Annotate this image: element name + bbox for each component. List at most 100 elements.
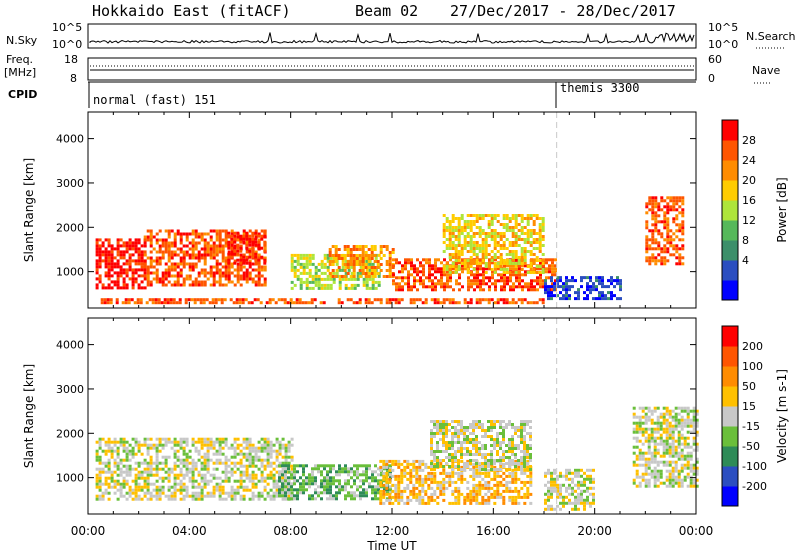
heatmap-cell — [562, 285, 565, 289]
heatmap-cell — [203, 262, 207, 266]
heatmap-cell — [500, 285, 503, 289]
heatmap-cell — [523, 262, 527, 265]
heatmap-cell — [248, 261, 252, 265]
heatmap-cell — [472, 483, 476, 487]
heatmap-cell — [487, 465, 490, 468]
heatmap-cell — [467, 276, 470, 280]
heatmap-cell — [466, 214, 470, 217]
heatmap-cell — [526, 432, 529, 435]
heatmap-cell — [352, 257, 356, 260]
heatmap-cell — [421, 477, 425, 481]
heatmap-cell — [299, 256, 303, 260]
heatmap-cell — [266, 443, 270, 447]
heatmap-cell — [520, 429, 523, 432]
heatmap-cell — [490, 492, 494, 496]
heatmap-cell — [152, 259, 156, 263]
heatmap-cell — [508, 495, 512, 499]
heatmap-cell — [675, 250, 679, 254]
heatmap-cell — [632, 478, 636, 482]
heatmap-cell — [275, 455, 279, 459]
heatmap-cell — [229, 298, 233, 302]
heatmap-cell — [419, 282, 422, 286]
heatmap-cell — [167, 440, 171, 444]
heatmap-cell — [254, 485, 258, 489]
heatmap-cell — [506, 279, 509, 283]
heatmap-cell — [419, 279, 422, 283]
heatmap-cell — [530, 282, 533, 286]
heatmap-cell — [182, 476, 186, 480]
date-range: 27/Dec/2017 - 28/Dec/2017 — [450, 2, 676, 20]
heatmap-cell — [544, 279, 547, 283]
heatmap-cell — [164, 440, 168, 444]
heatmap-cell — [355, 263, 359, 266]
heatmap-cell — [125, 241, 129, 245]
heatmap-cell — [659, 454, 663, 458]
heatmap-cell — [191, 268, 195, 272]
heatmap-cell — [101, 497, 105, 501]
heatmap-cell — [460, 217, 464, 220]
heatmap-cell — [227, 470, 231, 474]
heatmap-cell — [493, 244, 497, 247]
heatmap-cell — [463, 495, 467, 499]
heatmap-cell — [532, 301, 536, 305]
heatmap-cell — [251, 231, 255, 235]
heatmap-cell — [635, 427, 639, 431]
heatmap-cell — [143, 259, 147, 263]
heatmap-cell — [275, 479, 279, 483]
heatmap-cell — [475, 489, 479, 493]
heatmap-cell — [155, 259, 159, 263]
heatmap-cell — [212, 280, 216, 284]
heatmap-cell — [233, 491, 237, 495]
heatmap-cell — [466, 262, 470, 265]
heatmap-cell — [338, 467, 341, 471]
heatmap-cell — [469, 250, 473, 253]
heatmap-cell — [472, 223, 476, 226]
heatmap-cell — [326, 286, 330, 290]
heatmap-cell — [163, 298, 167, 302]
heatmap-cell — [302, 262, 306, 266]
heatmap-cell — [212, 229, 216, 233]
heatmap-cell — [505, 456, 508, 459]
heatmap-cell — [122, 277, 126, 281]
heatmap-cell — [391, 468, 395, 472]
heatmap-cell — [526, 220, 530, 223]
heatmap-cell — [125, 250, 129, 254]
heatmap-cell — [496, 265, 500, 268]
heatmap-cell — [233, 240, 237, 244]
heatmap-cell — [491, 270, 494, 274]
heatmap-cell — [488, 258, 491, 262]
heatmap-cell — [502, 241, 506, 244]
heatmap-cell — [436, 486, 440, 490]
heatmap-cell — [654, 256, 658, 260]
heatmap-cell — [443, 258, 446, 262]
heatmap-cell — [454, 420, 457, 423]
heatmap-cell — [263, 467, 267, 471]
heatmap-cell — [490, 232, 494, 235]
heatmap-cell — [442, 268, 446, 271]
heatmap-cell — [338, 470, 341, 474]
heatmap-cell — [227, 476, 231, 480]
heatmap-cell — [302, 485, 305, 489]
heatmap-cell — [490, 268, 494, 271]
heatmap-cell — [663, 262, 667, 266]
heatmap-cell — [314, 268, 318, 272]
heatmap-cell — [350, 476, 353, 480]
heatmap-cell — [644, 451, 648, 455]
heatmap-cell — [481, 426, 484, 429]
heatmap-cell — [176, 488, 180, 492]
heatmap-cell — [412, 492, 416, 496]
heatmap-cell — [496, 262, 500, 265]
heatmap-cell — [403, 501, 407, 505]
heatmap-cell — [527, 285, 530, 289]
heatmap-cell — [98, 470, 102, 474]
heatmap-cell — [329, 277, 333, 281]
heatmap-cell — [134, 247, 138, 251]
heatmap-cell — [535, 247, 539, 250]
heatmap-cell — [595, 279, 598, 283]
heatmap-cell — [460, 444, 463, 447]
heatmap-cell — [508, 489, 512, 493]
heatmap-cell — [224, 464, 228, 468]
heatmap-cell — [128, 464, 132, 468]
heatmap-cell — [367, 266, 371, 269]
heatmap-cell — [293, 497, 296, 501]
